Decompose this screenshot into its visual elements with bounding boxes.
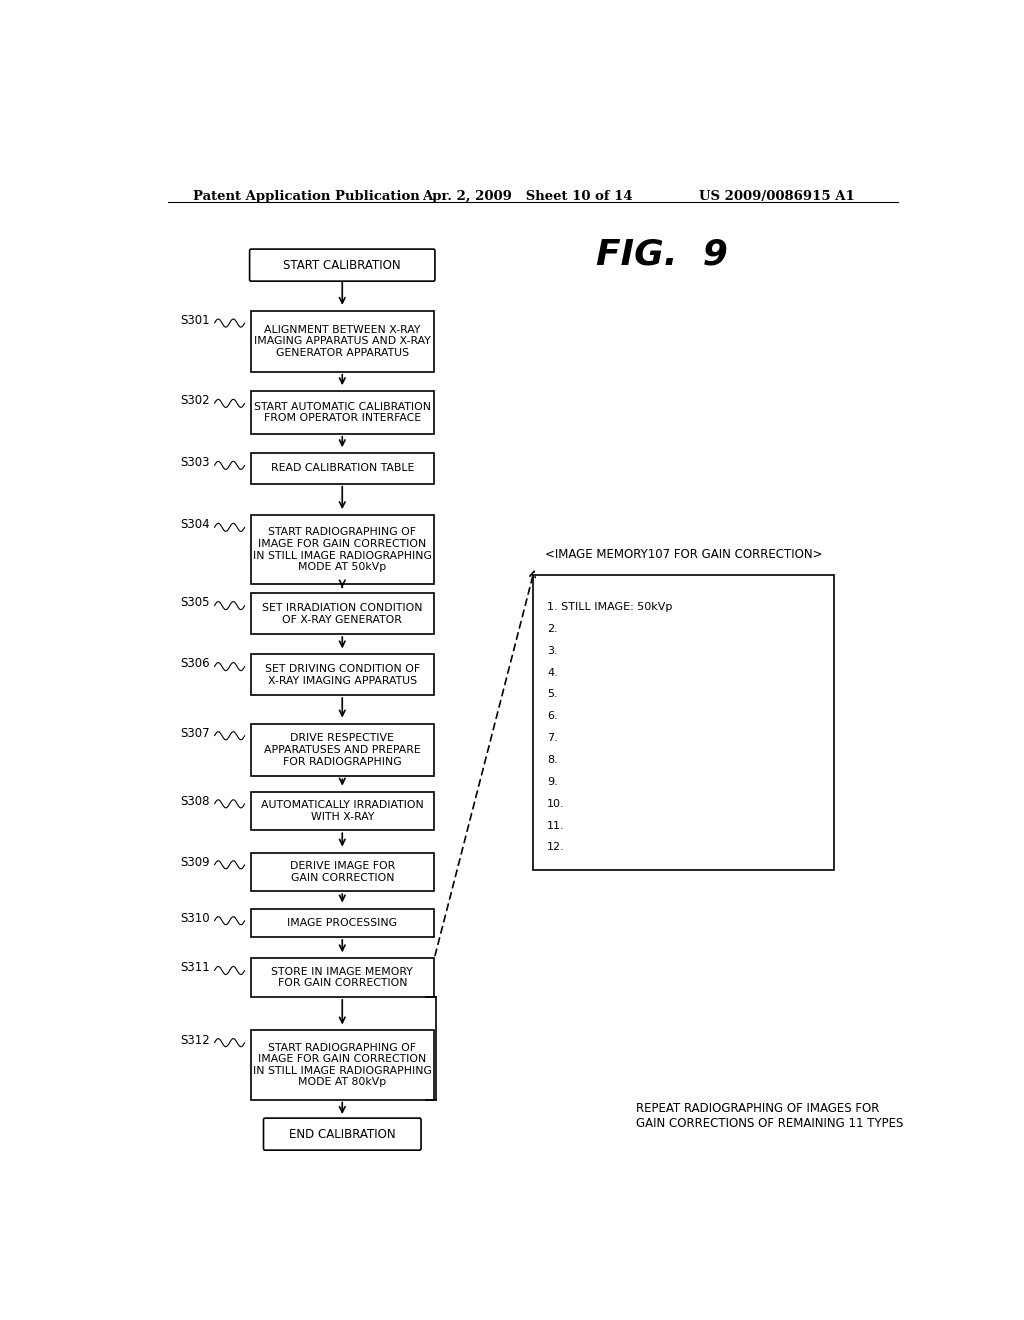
Text: AUTOMATICALLY IRRADIATION
WITH X-RAY: AUTOMATICALLY IRRADIATION WITH X-RAY <box>261 800 424 822</box>
Text: US 2009/0086915 A1: US 2009/0086915 A1 <box>699 190 855 203</box>
Text: S304: S304 <box>180 519 210 531</box>
Text: 4.: 4. <box>547 668 558 677</box>
Text: IMAGE PROCESSING: IMAGE PROCESSING <box>288 917 397 928</box>
Text: S312: S312 <box>180 1034 210 1047</box>
Bar <box>251 908 433 937</box>
Text: 3.: 3. <box>547 645 558 656</box>
Text: START RADIOGRAPHING OF
IMAGE FOR GAIN CORRECTION
IN STILL IMAGE RADIOGRAPHING
MO: START RADIOGRAPHING OF IMAGE FOR GAIN CO… <box>253 527 432 572</box>
Text: DERIVE IMAGE FOR
GAIN CORRECTION: DERIVE IMAGE FOR GAIN CORRECTION <box>290 861 395 883</box>
Text: FIG.  9: FIG. 9 <box>596 238 728 272</box>
Bar <box>251 515 433 585</box>
Bar <box>251 853 433 891</box>
Text: 1. STILL IMAGE: 50kVp: 1. STILL IMAGE: 50kVp <box>547 602 673 612</box>
Text: 7.: 7. <box>547 733 558 743</box>
Text: 6.: 6. <box>547 711 558 721</box>
Text: 5.: 5. <box>547 689 558 700</box>
Text: STORE IN IMAGE MEMORY
FOR GAIN CORRECTION: STORE IN IMAGE MEMORY FOR GAIN CORRECTIO… <box>271 966 413 989</box>
Text: S301: S301 <box>180 314 210 327</box>
Bar <box>251 594 433 634</box>
Bar <box>251 723 433 776</box>
Text: 11.: 11. <box>547 821 564 830</box>
Text: START CALIBRATION: START CALIBRATION <box>284 259 401 272</box>
Text: 9.: 9. <box>547 777 558 787</box>
Text: SET IRRADIATION CONDITION
OF X-RAY GENERATOR: SET IRRADIATION CONDITION OF X-RAY GENER… <box>262 603 423 624</box>
Text: S311: S311 <box>180 961 210 974</box>
Text: Apr. 2, 2009   Sheet 10 of 14: Apr. 2, 2009 Sheet 10 of 14 <box>422 190 632 203</box>
Text: S309: S309 <box>180 855 210 869</box>
Text: ALIGNMENT BETWEEN X-RAY
IMAGING APPARATUS AND X-RAY
GENERATOR APPARATUS: ALIGNMENT BETWEEN X-RAY IMAGING APPARATU… <box>254 325 431 358</box>
Text: 10.: 10. <box>547 799 564 809</box>
Text: S310: S310 <box>180 912 210 924</box>
Text: 2.: 2. <box>547 624 558 634</box>
Bar <box>251 391 433 434</box>
Bar <box>251 312 433 372</box>
Text: S306: S306 <box>180 657 210 671</box>
Text: END CALIBRATION: END CALIBRATION <box>289 1127 395 1140</box>
Text: Patent Application Publication: Patent Application Publication <box>194 190 420 203</box>
FancyBboxPatch shape <box>263 1118 421 1150</box>
Bar <box>251 655 433 696</box>
Bar <box>251 958 433 997</box>
Text: DRIVE RESPECTIVE
APPARATUSES AND PREPARE
FOR RADIOGRAPHING: DRIVE RESPECTIVE APPARATUSES AND PREPARE… <box>264 734 421 767</box>
Text: START AUTOMATIC CALIBRATION
FROM OPERATOR INTERFACE: START AUTOMATIC CALIBRATION FROM OPERATO… <box>254 401 431 424</box>
Text: REPEAT RADIOGRAPHING OF IMAGES FOR
GAIN CORRECTIONS OF REMAINING 11 TYPES: REPEAT RADIOGRAPHING OF IMAGES FOR GAIN … <box>636 1102 903 1130</box>
Text: 12.: 12. <box>547 842 565 853</box>
Text: S303: S303 <box>180 457 210 469</box>
Bar <box>251 792 433 830</box>
Bar <box>251 1031 433 1100</box>
Text: START RADIOGRAPHING OF
IMAGE FOR GAIN CORRECTION
IN STILL IMAGE RADIOGRAPHING
MO: START RADIOGRAPHING OF IMAGE FOR GAIN CO… <box>253 1043 432 1088</box>
Text: <IMAGE MEMORY107 FOR GAIN CORRECTION>: <IMAGE MEMORY107 FOR GAIN CORRECTION> <box>545 548 822 561</box>
Text: 8.: 8. <box>547 755 558 766</box>
FancyBboxPatch shape <box>250 249 435 281</box>
Bar <box>532 576 835 870</box>
Text: S308: S308 <box>180 795 210 808</box>
Text: READ CALIBRATION TABLE: READ CALIBRATION TABLE <box>270 463 414 474</box>
Bar <box>251 453 433 483</box>
Text: S302: S302 <box>180 395 210 407</box>
Text: SET DRIVING CONDITION OF
X-RAY IMAGING APPARATUS: SET DRIVING CONDITION OF X-RAY IMAGING A… <box>265 664 420 685</box>
Text: S307: S307 <box>180 726 210 739</box>
Text: S305: S305 <box>180 597 210 610</box>
